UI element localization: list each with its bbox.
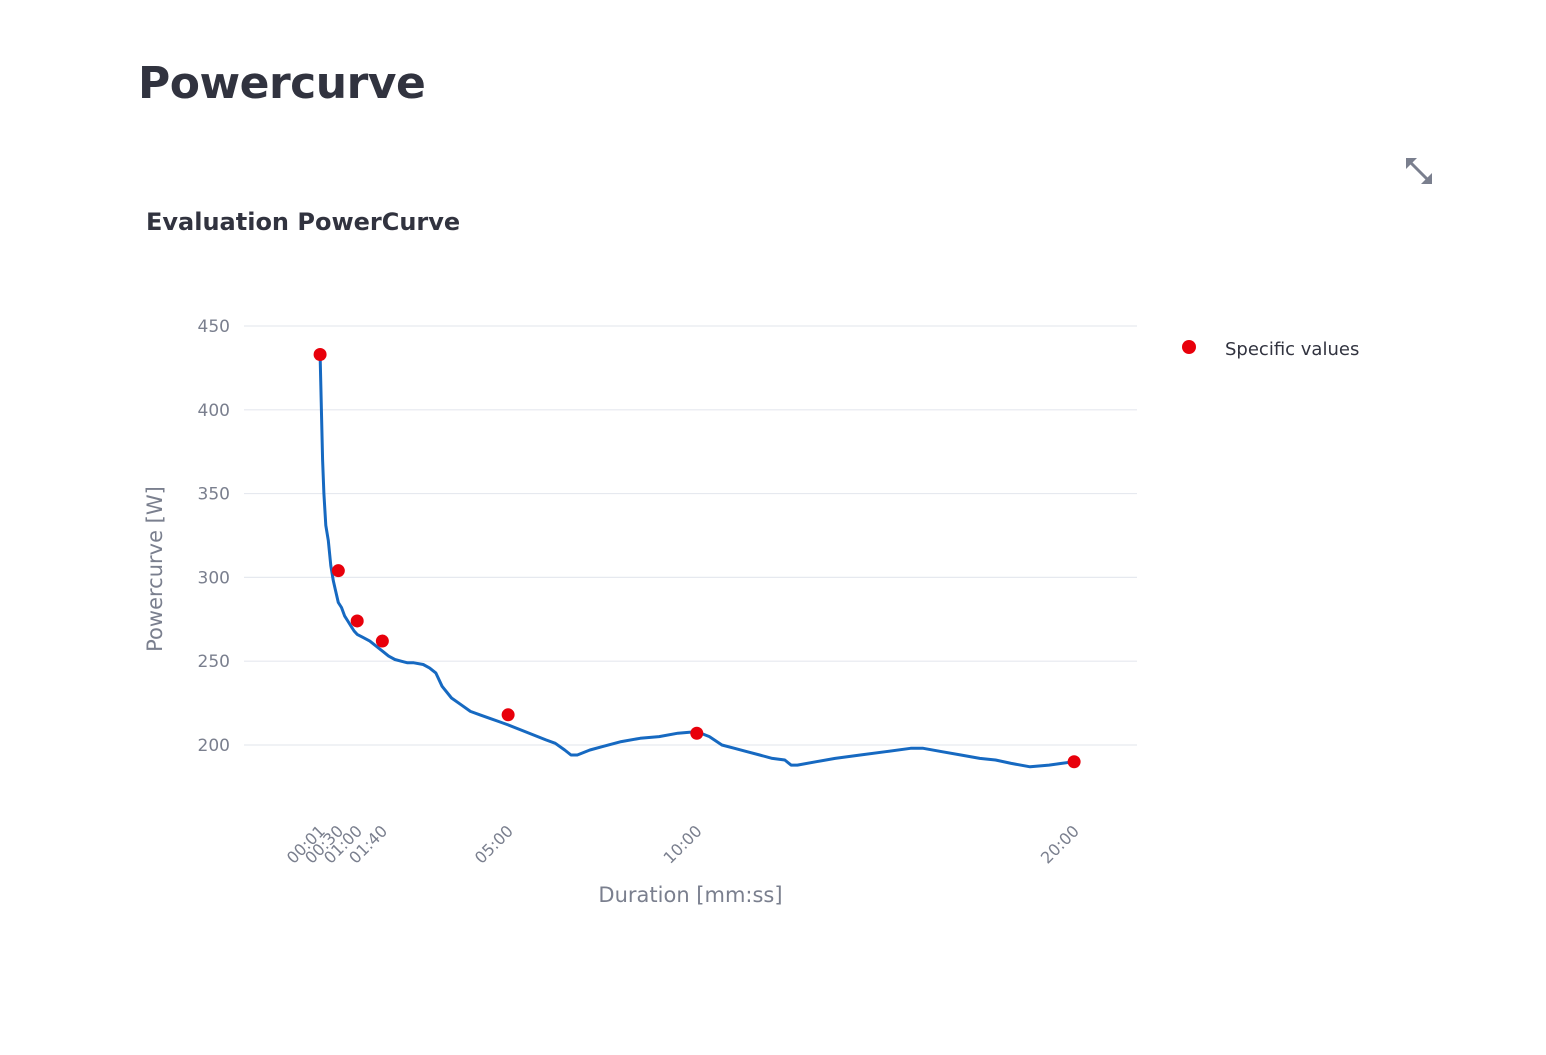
y-tick-label: 250 [198, 652, 230, 672]
fullscreen-button[interactable] [1398, 150, 1440, 192]
chart-title: Evaluation PowerCurve [146, 208, 461, 236]
x-tick-label: 10:00 [660, 821, 706, 867]
powercurve-line [318, 353, 1076, 769]
x-axis-label: Duration [mm:ss] [598, 883, 782, 907]
legend-marker [1182, 340, 1196, 354]
y-axis-label: Powercurve [W] [143, 486, 167, 652]
y-tick-label: 450 [198, 317, 230, 337]
y-tick-label: 350 [198, 485, 230, 505]
specific-value-point[interactable] [350, 614, 364, 628]
y-tick-label: 200 [198, 736, 230, 756]
y-tick-label: 300 [198, 568, 230, 588]
specific-value-point[interactable] [331, 564, 345, 578]
specific-value-point[interactable] [313, 347, 327, 361]
x-tick-label: 05:00 [471, 821, 517, 867]
y-tick-label: 400 [198, 401, 230, 421]
page-title: Powercurve [138, 58, 426, 109]
x-tick-label: 20:00 [1037, 821, 1083, 867]
specific-value-point[interactable] [1067, 755, 1081, 769]
expand-arrows-icon [1406, 158, 1432, 184]
specific-value-point[interactable] [501, 708, 515, 722]
legend-item-specific-values[interactable]: Specific values [1225, 339, 1359, 360]
specific-value-point[interactable] [375, 634, 389, 648]
specific-value-point[interactable] [690, 726, 704, 740]
